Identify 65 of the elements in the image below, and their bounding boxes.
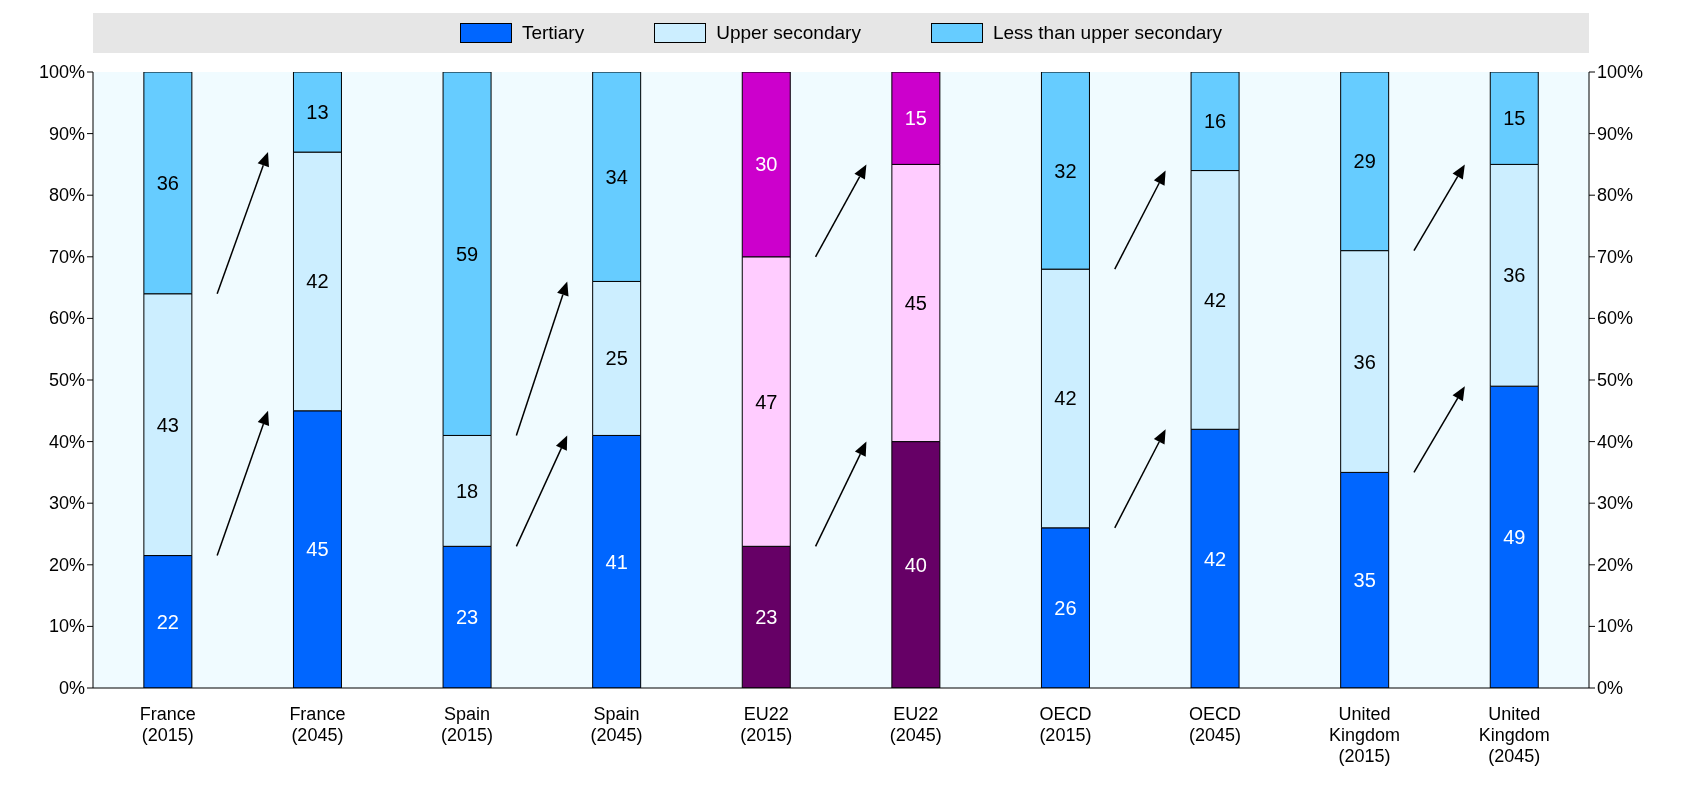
y2-tick-label: 90% <box>1597 123 1634 144</box>
data-label: 32 <box>1054 159 1077 182</box>
data-label: 45 <box>904 292 927 314</box>
y-tick-label: 70% <box>48 246 85 267</box>
y-tick-label: 30% <box>48 493 85 514</box>
x-tick-label: France (2045) <box>289 704 346 745</box>
data-label: 43 <box>156 413 179 436</box>
data-label: 29 <box>1353 150 1376 173</box>
data-label: 36 <box>1353 350 1376 373</box>
y2-tick-label: 50% <box>1597 370 1634 390</box>
data-label: 15 <box>904 107 927 130</box>
data-label: 42 <box>1203 288 1227 311</box>
data-label: 41 <box>605 550 628 573</box>
data-label: 13 <box>306 101 329 124</box>
data-label: 25 <box>605 347 628 370</box>
y-tick-label: 90% <box>48 123 85 144</box>
data-label: 42 <box>1203 547 1227 570</box>
data-label: 18 <box>455 479 479 502</box>
data-label: 49 <box>1503 526 1526 549</box>
x-tick-label: OECD (2015) <box>1039 704 1092 745</box>
x-tick-label: United Kingdom (2015) <box>1329 704 1401 766</box>
data-label: 35 <box>1353 569 1376 592</box>
data-label: 36 <box>156 171 179 194</box>
data-label: 23 <box>455 606 479 629</box>
data-label: 30 <box>755 153 778 176</box>
y2-tick-label: 40% <box>1597 431 1634 452</box>
data-label: 40 <box>904 553 927 576</box>
data-label: 26 <box>1054 596 1077 619</box>
y-tick-label: 0% <box>58 678 85 698</box>
y2-tick-label: 80% <box>1597 185 1634 206</box>
data-label: 34 <box>605 165 628 188</box>
legend-label: Less than upper secondary <box>992 22 1223 44</box>
data-label: 23 <box>755 606 778 629</box>
y-tick-label: 40% <box>48 431 85 452</box>
x-tick-label: France (2015) <box>139 704 196 745</box>
data-label: 22 <box>156 610 179 633</box>
x-tick-label: OECD (2045) <box>1188 704 1242 745</box>
y2-tick-label: 60% <box>1597 308 1634 329</box>
data-label: 47 <box>755 390 778 413</box>
data-label: 42 <box>1054 387 1077 410</box>
x-tick-label: EU22 (2015) <box>740 704 793 745</box>
y-tick-label: 20% <box>48 554 85 575</box>
x-tick-label: Spain (2045) <box>590 704 643 745</box>
y-tick-label: 100% <box>38 62 85 82</box>
data-label: 16 <box>1203 110 1227 133</box>
y2-tick-label: 0% <box>1597 678 1624 698</box>
legend-label: Upper secondary <box>716 22 861 44</box>
x-tick-label: EU22 (2045) <box>889 704 942 745</box>
y2-tick-label: 30% <box>1597 493 1634 514</box>
data-label: 42 <box>306 270 329 293</box>
y2-tick-label: 10% <box>1597 616 1634 637</box>
y2-tick-label: 100% <box>1597 62 1644 82</box>
y-tick-label: 10% <box>48 616 85 637</box>
data-label: 15 <box>1503 107 1526 130</box>
legend-label: Tertiary <box>521 22 585 44</box>
x-tick-label: Spain (2015) <box>440 704 494 745</box>
data-label: 59 <box>455 242 479 265</box>
y-tick-label: 80% <box>48 185 85 206</box>
y2-tick-label: 20% <box>1597 554 1634 575</box>
data-label: 45 <box>306 538 329 561</box>
y-tick-label: 60% <box>48 308 85 329</box>
y-tick-label: 50% <box>48 370 85 390</box>
x-tick-label: United Kingdom (2045) <box>1478 704 1550 766</box>
y2-tick-label: 70% <box>1597 246 1634 267</box>
data-label: 36 <box>1503 264 1526 287</box>
